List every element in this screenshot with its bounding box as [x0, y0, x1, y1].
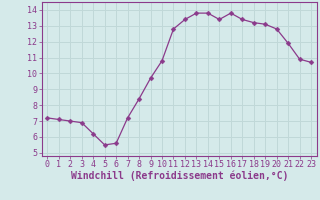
X-axis label: Windchill (Refroidissement éolien,°C): Windchill (Refroidissement éolien,°C)	[70, 171, 288, 181]
